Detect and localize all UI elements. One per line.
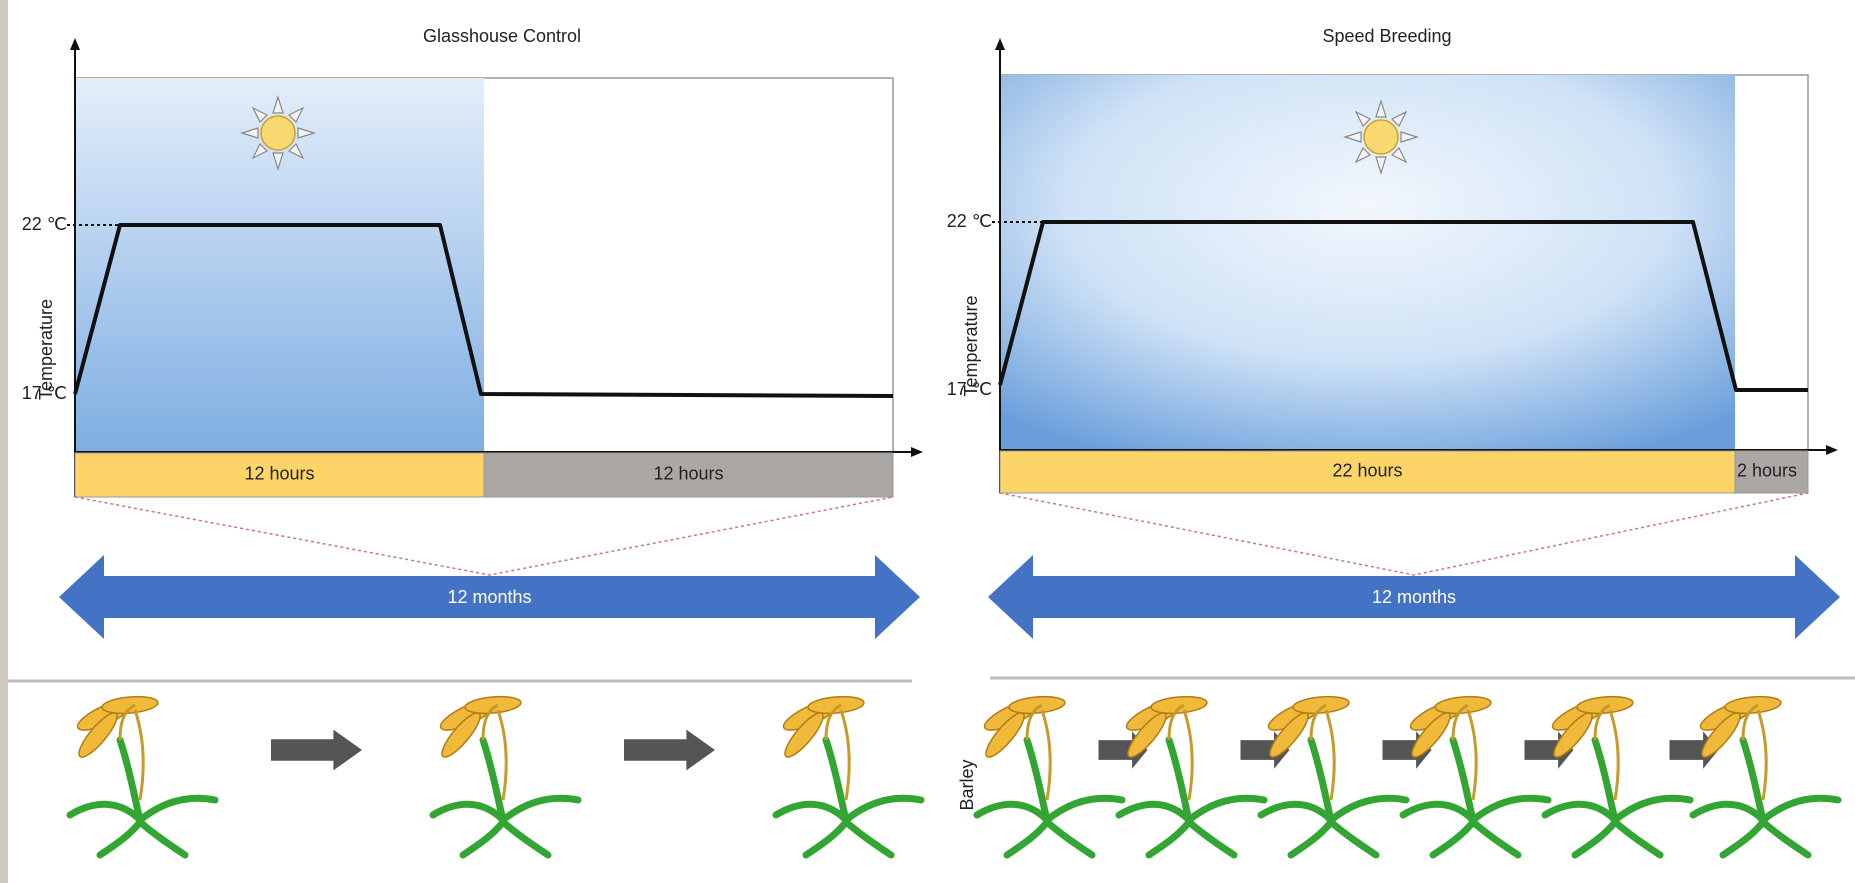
panel-title: Speed Breeding	[1322, 26, 1451, 46]
high-temp-label: 22 ℃	[947, 211, 992, 231]
crop-label: Barley	[957, 759, 977, 810]
time-segment-label: 12 hours	[244, 463, 314, 483]
high-temp-label: 22 ℃	[22, 214, 67, 234]
duration-label: 12 months	[447, 587, 531, 607]
time-segment-label: 12 hours	[653, 463, 723, 483]
y-axis-label: Temperature	[961, 295, 981, 396]
page: Barley Glasshouse Control22 ℃17 ℃Tempera…	[0, 0, 1855, 883]
sun-icon	[242, 97, 314, 169]
sun-icon	[1345, 101, 1417, 173]
y-axis-label: Temperature	[36, 299, 56, 400]
time-segment-label: 2 hours	[1737, 460, 1797, 480]
duration-label: 12 months	[1372, 587, 1456, 607]
diagram: Barley Glasshouse Control22 ℃17 ℃Tempera…	[0, 0, 1855, 883]
panel-title: Glasshouse Control	[423, 26, 581, 46]
time-segment-label: 22 hours	[1332, 460, 1402, 480]
